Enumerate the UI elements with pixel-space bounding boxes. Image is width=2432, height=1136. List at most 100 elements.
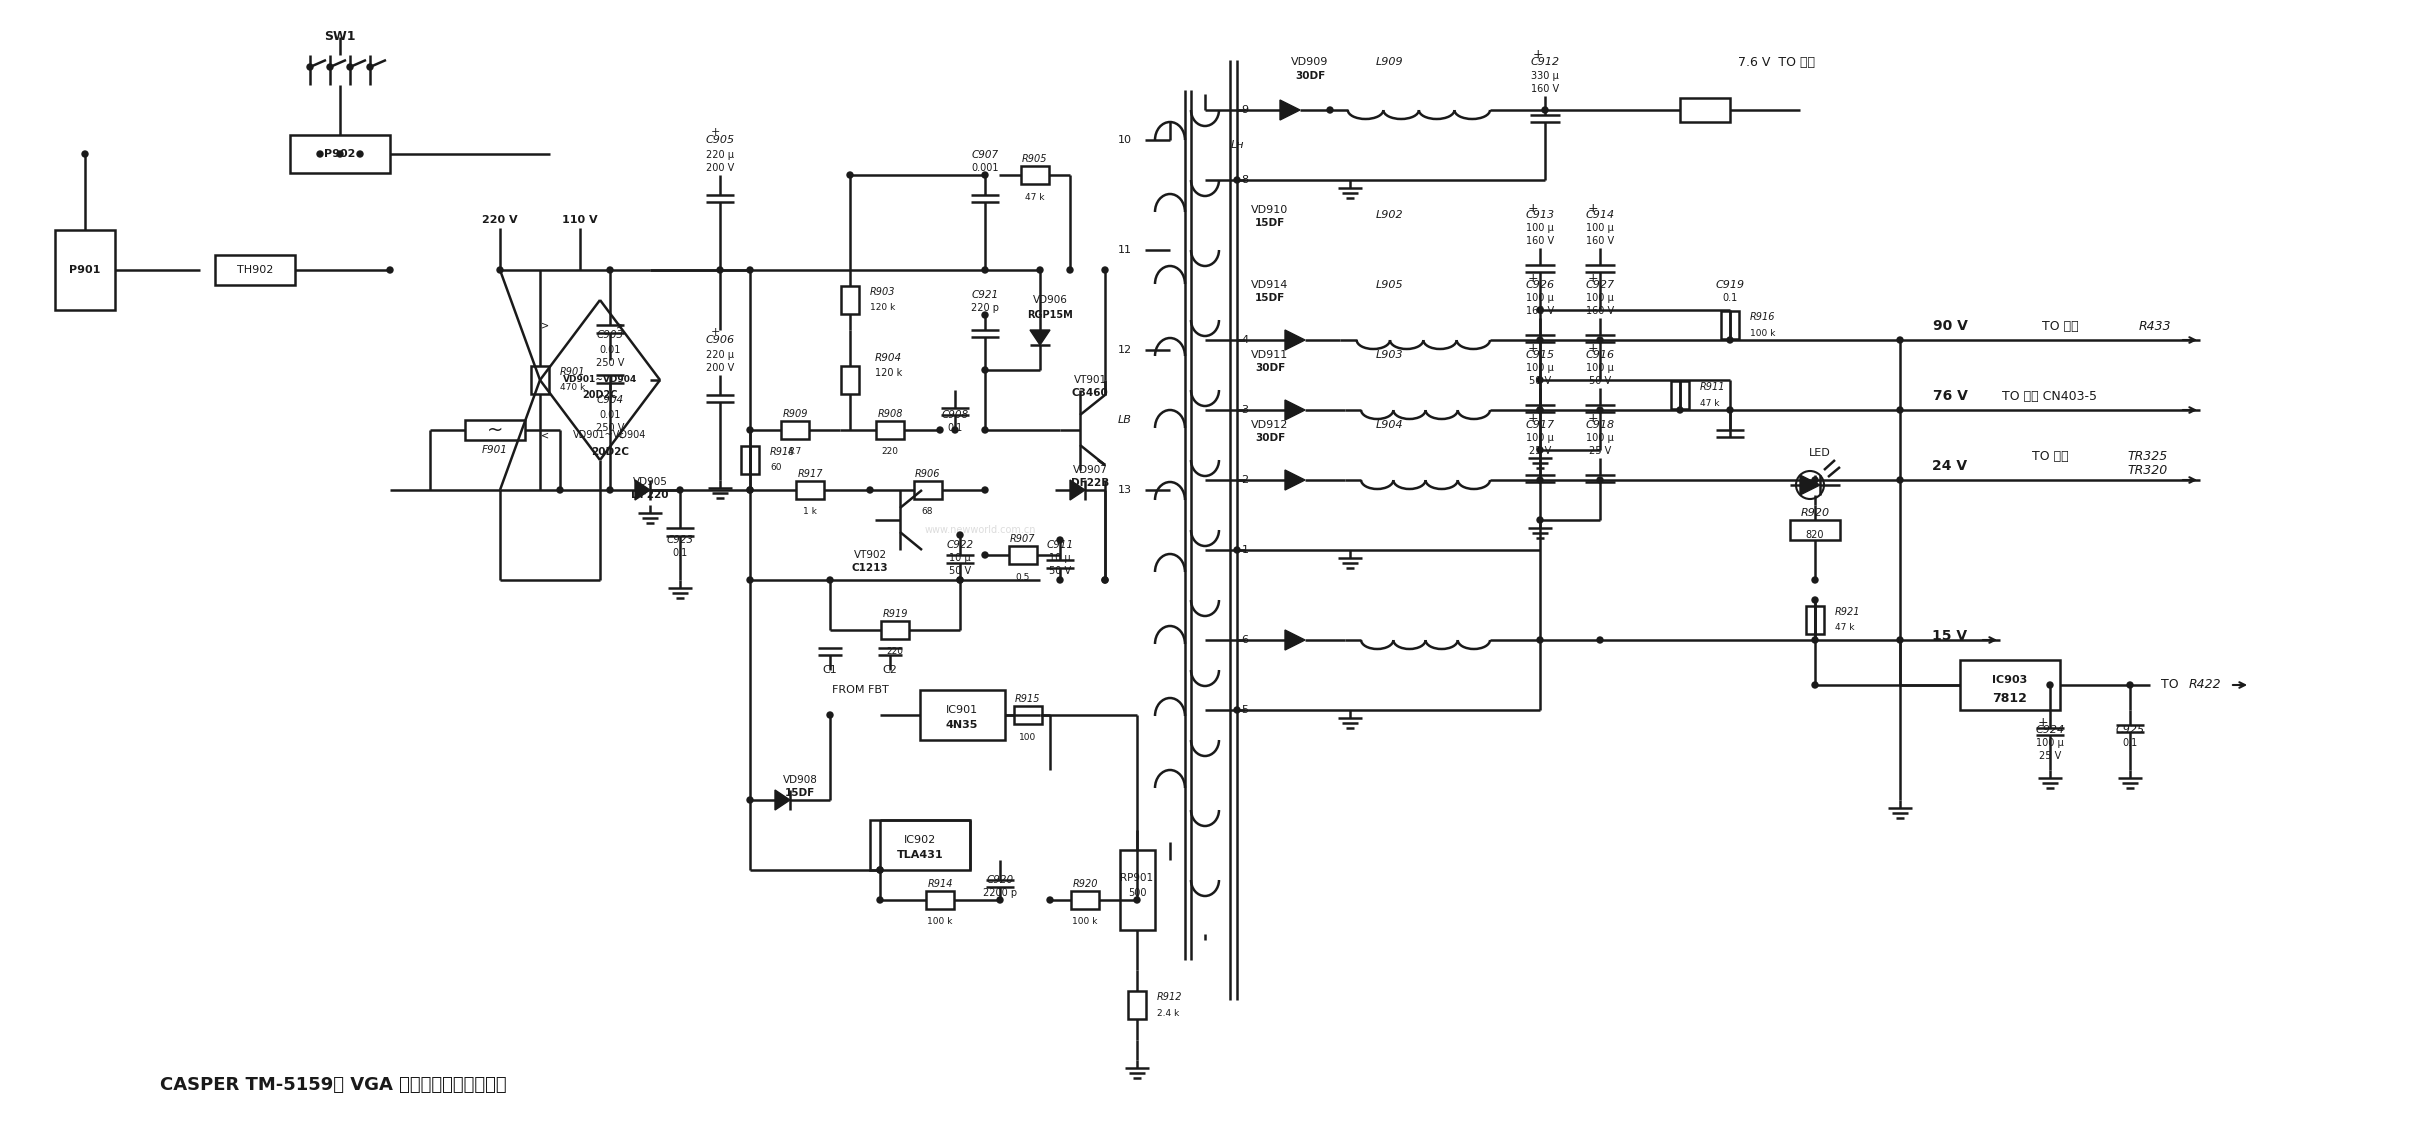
Text: +: + bbox=[1527, 272, 1539, 284]
Bar bbox=[795, 481, 824, 499]
Circle shape bbox=[1537, 407, 1542, 414]
Text: 20D2C: 20D2C bbox=[591, 446, 630, 457]
Text: VT901: VT901 bbox=[1073, 375, 1107, 385]
Circle shape bbox=[1328, 107, 1333, 112]
Text: +: + bbox=[1527, 411, 1539, 425]
Text: 820: 820 bbox=[1805, 531, 1824, 540]
Text: C921: C921 bbox=[970, 290, 1000, 300]
Text: 50 V: 50 V bbox=[1588, 376, 1610, 386]
Text: TH902: TH902 bbox=[236, 265, 272, 275]
Text: RP901: RP901 bbox=[1121, 872, 1153, 883]
Circle shape bbox=[1727, 407, 1734, 414]
Text: R915: R915 bbox=[1014, 694, 1041, 704]
Text: 100 µ: 100 µ bbox=[1586, 293, 1615, 303]
Text: 50 V: 50 V bbox=[1530, 376, 1552, 386]
Text: 3: 3 bbox=[1240, 406, 1248, 415]
Text: VD908: VD908 bbox=[783, 775, 817, 785]
Text: 120 k: 120 k bbox=[876, 368, 902, 378]
Text: 0.5: 0.5 bbox=[1014, 573, 1029, 582]
Text: 12: 12 bbox=[1119, 345, 1131, 354]
Text: 0.01: 0.01 bbox=[598, 345, 620, 354]
Text: LB: LB bbox=[1119, 415, 1131, 425]
Circle shape bbox=[747, 797, 754, 803]
Text: +: + bbox=[1527, 201, 1539, 215]
Text: 100 k: 100 k bbox=[927, 918, 953, 927]
Text: TO 主板: TO 主板 bbox=[2043, 319, 2079, 333]
Text: DF22B: DF22B bbox=[1070, 478, 1109, 488]
Text: R917: R917 bbox=[798, 469, 822, 479]
Text: 330 µ: 330 µ bbox=[1532, 70, 1559, 81]
Text: R916: R916 bbox=[1751, 312, 1775, 321]
Text: L909: L909 bbox=[1377, 57, 1403, 67]
Text: 4N35: 4N35 bbox=[946, 720, 978, 730]
Circle shape bbox=[1812, 477, 1819, 483]
Text: FROM FBT: FROM FBT bbox=[832, 685, 888, 695]
Text: C903: C903 bbox=[596, 329, 623, 340]
Text: L902: L902 bbox=[1377, 210, 1403, 220]
Bar bbox=[1014, 705, 1041, 724]
Text: C914: C914 bbox=[1586, 210, 1615, 220]
Text: 1: 1 bbox=[1240, 545, 1248, 556]
Circle shape bbox=[747, 267, 754, 273]
Text: 0.1: 0.1 bbox=[948, 423, 963, 433]
Text: C912: C912 bbox=[1530, 57, 1559, 67]
Circle shape bbox=[338, 151, 343, 157]
Text: R433: R433 bbox=[2138, 319, 2172, 333]
Text: VD914: VD914 bbox=[1252, 279, 1289, 290]
Text: >: > bbox=[615, 320, 625, 329]
Text: 76 V: 76 V bbox=[1933, 389, 1967, 403]
Circle shape bbox=[1727, 337, 1734, 343]
Circle shape bbox=[1812, 598, 1819, 603]
Polygon shape bbox=[1031, 329, 1051, 345]
Bar bbox=[919, 690, 1004, 740]
Circle shape bbox=[316, 151, 323, 157]
Text: 100 µ: 100 µ bbox=[1527, 293, 1554, 303]
Text: 160 V: 160 V bbox=[1586, 236, 1615, 247]
Circle shape bbox=[1537, 477, 1542, 483]
Text: 90 V: 90 V bbox=[1933, 319, 1967, 333]
Polygon shape bbox=[1284, 470, 1306, 490]
Circle shape bbox=[306, 64, 314, 70]
Text: R906: R906 bbox=[914, 469, 941, 479]
Circle shape bbox=[1102, 267, 1109, 273]
Bar bbox=[876, 421, 905, 438]
Text: 110 V: 110 V bbox=[562, 215, 598, 225]
Text: 200 V: 200 V bbox=[705, 364, 734, 373]
Text: VD906: VD906 bbox=[1034, 295, 1068, 304]
Text: VD912: VD912 bbox=[1252, 420, 1289, 431]
Text: C1213: C1213 bbox=[851, 563, 888, 573]
Text: C906: C906 bbox=[705, 335, 734, 345]
Circle shape bbox=[1537, 446, 1542, 453]
Bar bbox=[214, 254, 294, 285]
Text: 100 µ: 100 µ bbox=[2036, 738, 2065, 747]
Circle shape bbox=[1233, 707, 1240, 713]
Text: R912: R912 bbox=[1158, 992, 1182, 1002]
Text: 100 k: 100 k bbox=[1073, 918, 1097, 927]
Text: 25 V: 25 V bbox=[1588, 446, 1610, 456]
Circle shape bbox=[997, 897, 1002, 903]
Circle shape bbox=[747, 427, 754, 433]
Polygon shape bbox=[635, 481, 649, 500]
Text: 20D2C: 20D2C bbox=[581, 390, 618, 400]
Bar bbox=[465, 420, 525, 440]
Text: C913: C913 bbox=[1525, 210, 1554, 220]
Text: 68: 68 bbox=[922, 508, 934, 517]
Circle shape bbox=[878, 867, 883, 872]
Bar bbox=[742, 446, 759, 474]
Text: C908: C908 bbox=[941, 410, 968, 420]
Text: VD901~VD904: VD901~VD904 bbox=[562, 376, 637, 384]
Text: 47 k: 47 k bbox=[1024, 192, 1043, 201]
Circle shape bbox=[1537, 337, 1542, 343]
Bar bbox=[56, 229, 114, 310]
Text: 0.1: 0.1 bbox=[671, 548, 688, 558]
Circle shape bbox=[1058, 537, 1063, 543]
Text: VD905: VD905 bbox=[632, 477, 666, 487]
Text: +: + bbox=[1588, 342, 1598, 354]
Bar bbox=[841, 286, 858, 314]
Text: >: > bbox=[540, 320, 550, 329]
Circle shape bbox=[608, 487, 613, 493]
Text: TLA431: TLA431 bbox=[897, 850, 944, 860]
Text: +: + bbox=[710, 327, 720, 337]
Circle shape bbox=[1598, 637, 1603, 643]
Text: 100 µ: 100 µ bbox=[1586, 223, 1615, 233]
